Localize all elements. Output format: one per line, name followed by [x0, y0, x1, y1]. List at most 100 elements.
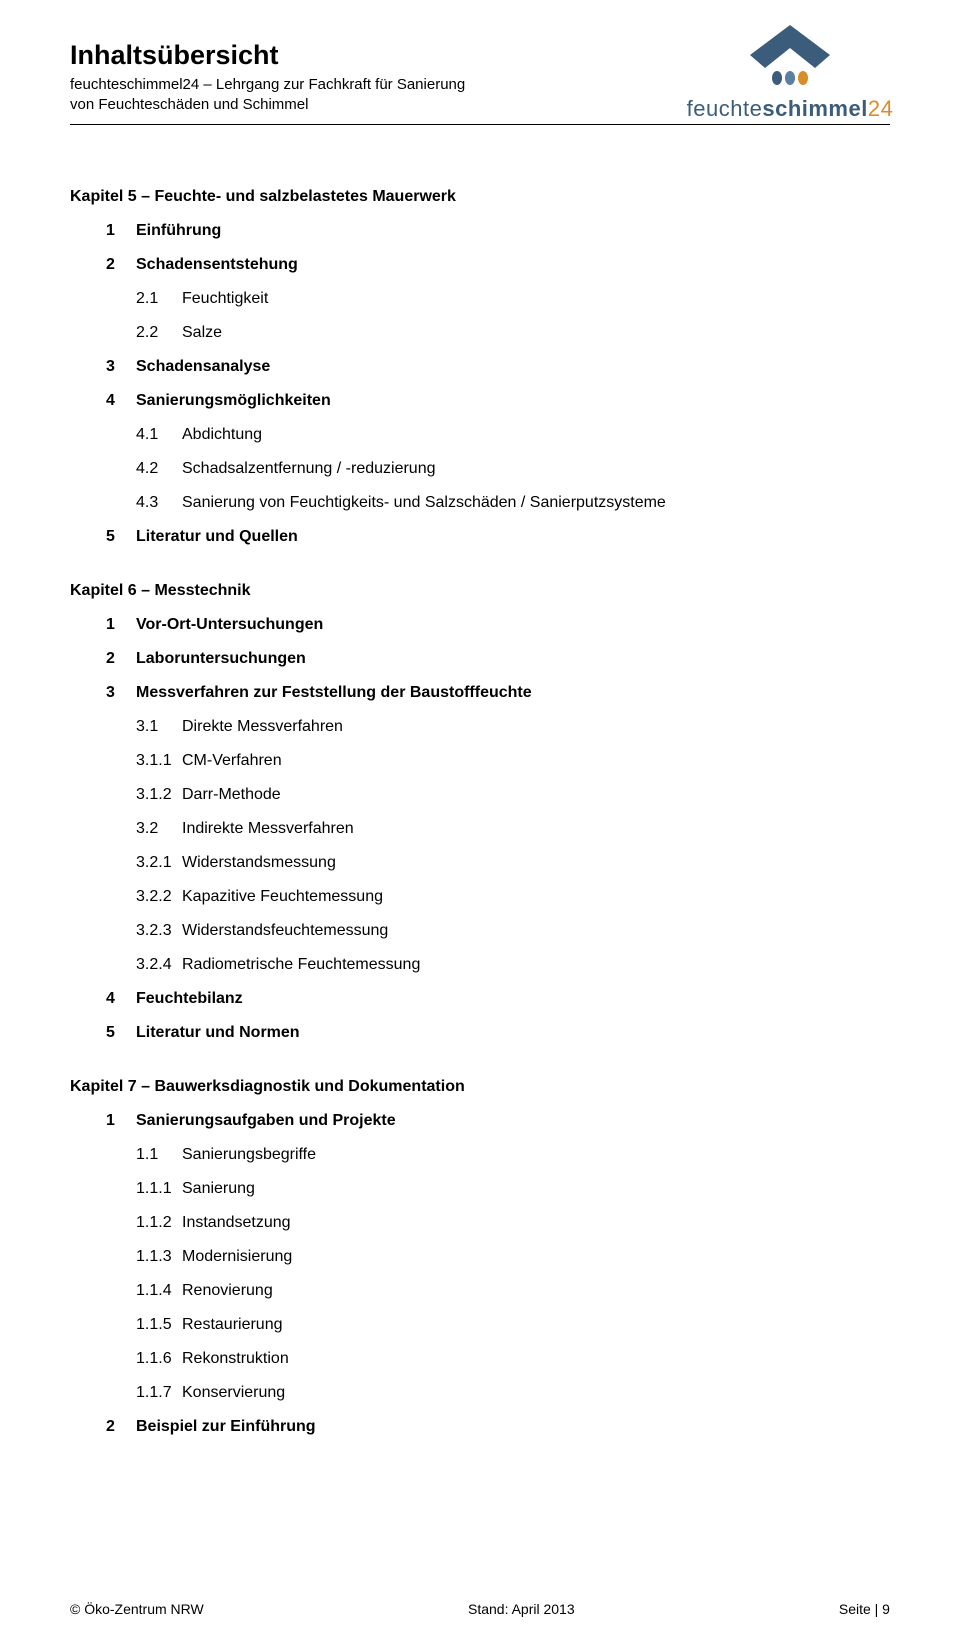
toc-item-number: 3.2.4: [136, 953, 182, 977]
toc-item-number: 3.2.3: [136, 919, 182, 943]
toc-item-number: 3: [106, 681, 136, 705]
toc-item-number: 4: [106, 389, 136, 413]
toc-item-text: Modernisierung: [182, 1245, 292, 1269]
toc-item: 4Sanierungsmöglichkeiten: [70, 389, 890, 413]
toc-item-text: Konservierung: [182, 1381, 285, 1405]
toc-item-number: 3.1: [136, 715, 182, 739]
toc-content: Kapitel 5 – Feuchte- und salzbelastetes …: [70, 185, 890, 1439]
logo-mark-icon: [735, 20, 845, 90]
toc-item-text: CM-Verfahren: [182, 749, 282, 773]
toc-item-text: Abdichtung: [182, 423, 262, 447]
toc-item-text: Literatur und Quellen: [136, 525, 298, 549]
toc-item-number: 4: [106, 987, 136, 1011]
toc-item-number: 1: [106, 219, 136, 243]
toc-item-text: Feuchtigkeit: [182, 287, 268, 311]
toc-item-number: 2: [106, 253, 136, 277]
page-header: Inhaltsübersicht feuchteschimmel24 – Leh…: [70, 40, 890, 125]
toc-item-text: Feuchtebilanz: [136, 987, 243, 1011]
toc-item-text: Vor-Ort-Untersuchungen: [136, 613, 323, 637]
toc-item-number: 1.1.6: [136, 1347, 182, 1371]
toc-item: 3.1.1CM-Verfahren: [70, 749, 890, 773]
toc-item: 2Beispiel zur Einführung: [70, 1415, 890, 1439]
toc-item: 4.2Schadsalzentfernung / -reduzierung: [70, 457, 890, 481]
toc-item-number: 4.3: [136, 491, 182, 515]
toc-item: 1.1.4Renovierung: [70, 1279, 890, 1303]
toc-item: 1.1.1Sanierung: [70, 1177, 890, 1201]
toc-item-number: 4.2: [136, 457, 182, 481]
toc-item-text: Sanierung: [182, 1177, 255, 1201]
toc-item-number: 1.1.2: [136, 1211, 182, 1235]
toc-item: 2.1Feuchtigkeit: [70, 287, 890, 311]
toc-item-number: 3.2: [136, 817, 182, 841]
toc-item-text: Widerstandsfeuchtemessung: [182, 919, 388, 943]
toc-item: 1.1.7Konservierung: [70, 1381, 890, 1405]
toc-item: 3.1Direkte Messverfahren: [70, 715, 890, 739]
toc-item-number: 2: [106, 1415, 136, 1439]
toc-item: 1.1.6Rekonstruktion: [70, 1347, 890, 1371]
toc-item-text: Widerstandsmessung: [182, 851, 336, 875]
toc-item-text: Salze: [182, 321, 222, 345]
toc-item-number: 3.1.2: [136, 783, 182, 807]
toc-item-text: Sanierungsaufgaben und Projekte: [136, 1109, 396, 1133]
toc-item: 3.2.3Widerstandsfeuchtemessung: [70, 919, 890, 943]
toc-item-number: 1.1.4: [136, 1279, 182, 1303]
toc-item-text: Schadensentstehung: [136, 253, 298, 277]
toc-item-number: 2: [106, 647, 136, 671]
toc-item-number: 3.1.1: [136, 749, 182, 773]
toc-item-text: Schadensanalyse: [136, 355, 270, 379]
toc-item-text: Sanierung von Feuchtigkeits- und Salzsch…: [182, 491, 666, 515]
toc-item-number: 1.1.3: [136, 1245, 182, 1269]
toc-item: 1Einführung: [70, 219, 890, 243]
toc-item-text: Sanierungsbegriffe: [182, 1143, 316, 1167]
toc-item: 3.2.4Radiometrische Feuchtemessung: [70, 953, 890, 977]
toc-item: 3Schadensanalyse: [70, 355, 890, 379]
toc-item-text: Instandsetzung: [182, 1211, 291, 1235]
toc-item: 3.2Indirekte Messverfahren: [70, 817, 890, 841]
toc-item: 4.3Sanierung von Feuchtigkeits- und Salz…: [70, 491, 890, 515]
logo-text: feuchteschimmel24: [670, 96, 910, 122]
toc-item-number: 3.2.2: [136, 885, 182, 909]
chapter: Kapitel 6 – Messtechnik1Vor-Ort-Untersuc…: [70, 579, 890, 1045]
toc-item-number: 2.1: [136, 287, 182, 311]
toc-item: 1.1.5Restaurierung: [70, 1313, 890, 1337]
toc-item-text: Indirekte Messverfahren: [182, 817, 354, 841]
toc-item-number: 4.1: [136, 423, 182, 447]
toc-item: 4.1Abdichtung: [70, 423, 890, 447]
toc-item: 2Schadensentstehung: [70, 253, 890, 277]
chapter: Kapitel 7 – Bauwerksdiagnostik und Dokum…: [70, 1075, 890, 1439]
toc-item-number: 1.1.1: [136, 1177, 182, 1201]
footer-center: Stand: April 2013: [468, 1601, 575, 1617]
toc-item-number: 3: [106, 355, 136, 379]
chapter: Kapitel 5 – Feuchte- und salzbelastetes …: [70, 185, 890, 549]
toc-item-text: Sanierungsmöglichkeiten: [136, 389, 331, 413]
logo-text-b: schimmel: [762, 96, 868, 121]
toc-item-number: 3.2.1: [136, 851, 182, 875]
toc-item: 3.2.2Kapazitive Feuchtemessung: [70, 885, 890, 909]
logo-text-c: 24: [868, 96, 893, 121]
toc-item-number: 5: [106, 1021, 136, 1045]
toc-item-text: Messverfahren zur Feststellung der Baust…: [136, 681, 532, 705]
toc-item-number: 1.1.5: [136, 1313, 182, 1337]
toc-item: 1Sanierungsaufgaben und Projekte: [70, 1109, 890, 1133]
toc-item-number: 2.2: [136, 321, 182, 345]
toc-item-text: Direkte Messverfahren: [182, 715, 343, 739]
toc-item-text: Laboruntersuchungen: [136, 647, 306, 671]
toc-item-text: Beispiel zur Einführung: [136, 1415, 316, 1439]
toc-item-text: Kapazitive Feuchtemessung: [182, 885, 383, 909]
toc-item: 2Laboruntersuchungen: [70, 647, 890, 671]
toc-item: 1.1Sanierungsbegriffe: [70, 1143, 890, 1167]
toc-item-text: Schadsalzentfernung / -reduzierung: [182, 457, 436, 481]
footer-left: © Öko-Zentrum NRW: [70, 1601, 204, 1617]
toc-item-number: 5: [106, 525, 136, 549]
toc-item-text: Literatur und Normen: [136, 1021, 300, 1045]
toc-item-text: Renovierung: [182, 1279, 273, 1303]
chapter-title: Kapitel 5 – Feuchte- und salzbelastetes …: [70, 185, 890, 209]
toc-item: 4Feuchtebilanz: [70, 987, 890, 1011]
toc-item: 1Vor-Ort-Untersuchungen: [70, 613, 890, 637]
toc-item-text: Einführung: [136, 219, 221, 243]
toc-item-text: Rekonstruktion: [182, 1347, 289, 1371]
toc-item-number: 1.1.7: [136, 1381, 182, 1405]
toc-item-text: Restaurierung: [182, 1313, 283, 1337]
toc-item: 1.1.3Modernisierung: [70, 1245, 890, 1269]
toc-item: 3.2.1Widerstandsmessung: [70, 851, 890, 875]
